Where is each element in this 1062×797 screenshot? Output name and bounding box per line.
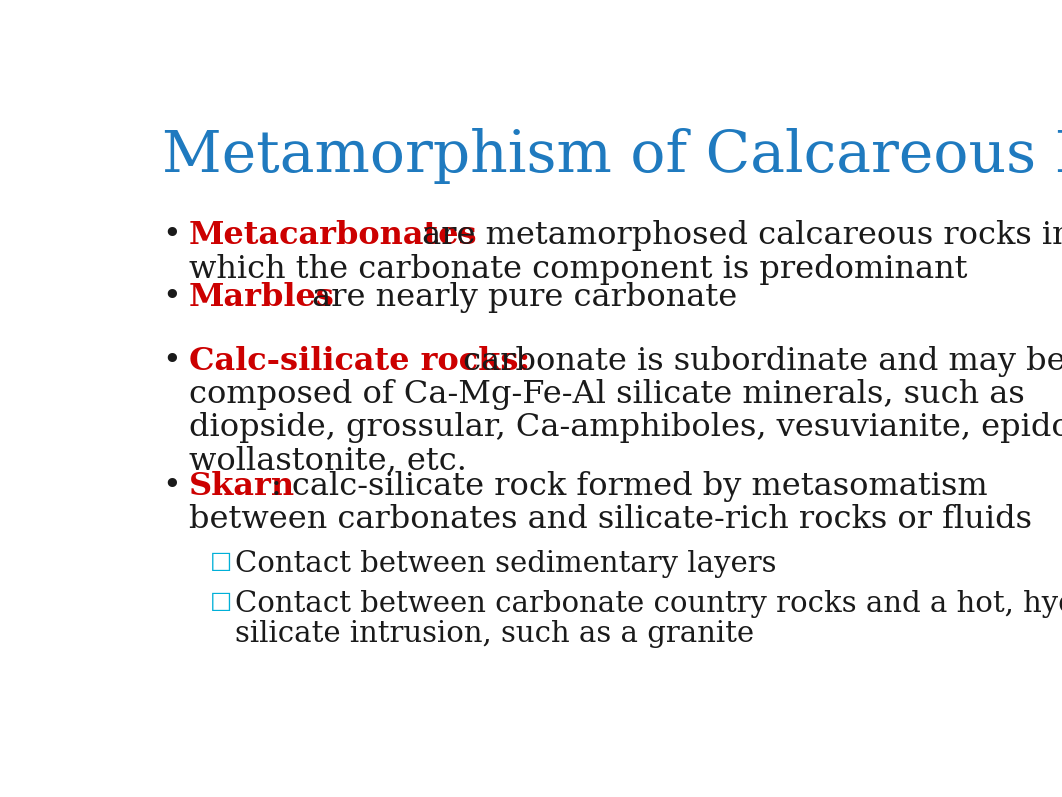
Text: Contact between carbonate country rocks and a hot, hydrous,: Contact between carbonate country rocks … (235, 590, 1062, 618)
Text: are metamorphosed calcareous rocks in: are metamorphosed calcareous rocks in (412, 221, 1062, 251)
Text: Calc-silicate rocks:: Calc-silicate rocks: (189, 346, 530, 377)
Text: Marbles: Marbles (189, 282, 335, 313)
Text: which the carbonate component is predominant: which the carbonate component is predomi… (189, 253, 967, 285)
Text: •: • (162, 221, 181, 251)
Text: •: • (162, 282, 181, 313)
Text: •: • (162, 471, 181, 501)
Text: diopside, grossular, Ca-amphiboles, vesuvianite, epidote,: diopside, grossular, Ca-amphiboles, vesu… (189, 412, 1062, 443)
Text: composed of Ca-Mg-Fe-Al silicate minerals, such as: composed of Ca-Mg-Fe-Al silicate mineral… (189, 379, 1025, 410)
Text: : calc-silicate rock formed by metasomatism: : calc-silicate rock formed by metasomat… (271, 471, 988, 501)
Text: □: □ (210, 590, 233, 613)
Text: silicate intrusion, such as a granite: silicate intrusion, such as a granite (235, 620, 754, 648)
Text: Metamorphism of Calcareous Rocks: Metamorphism of Calcareous Rocks (162, 128, 1062, 184)
Text: wollastonite, etc.: wollastonite, etc. (189, 446, 466, 477)
Text: •: • (162, 346, 181, 377)
Text: Contact between sedimentary layers: Contact between sedimentary layers (235, 550, 776, 578)
Text: Skarn: Skarn (189, 471, 294, 501)
Text: carbonate is subordinate and may be: carbonate is subordinate and may be (453, 346, 1062, 377)
Text: □: □ (210, 550, 233, 573)
Text: are nearly pure carbonate: are nearly pure carbonate (302, 282, 737, 313)
Text: between carbonates and silicate-rich rocks or fluids: between carbonates and silicate-rich roc… (189, 504, 1031, 535)
Text: Metacarbonates: Metacarbonates (189, 221, 477, 251)
